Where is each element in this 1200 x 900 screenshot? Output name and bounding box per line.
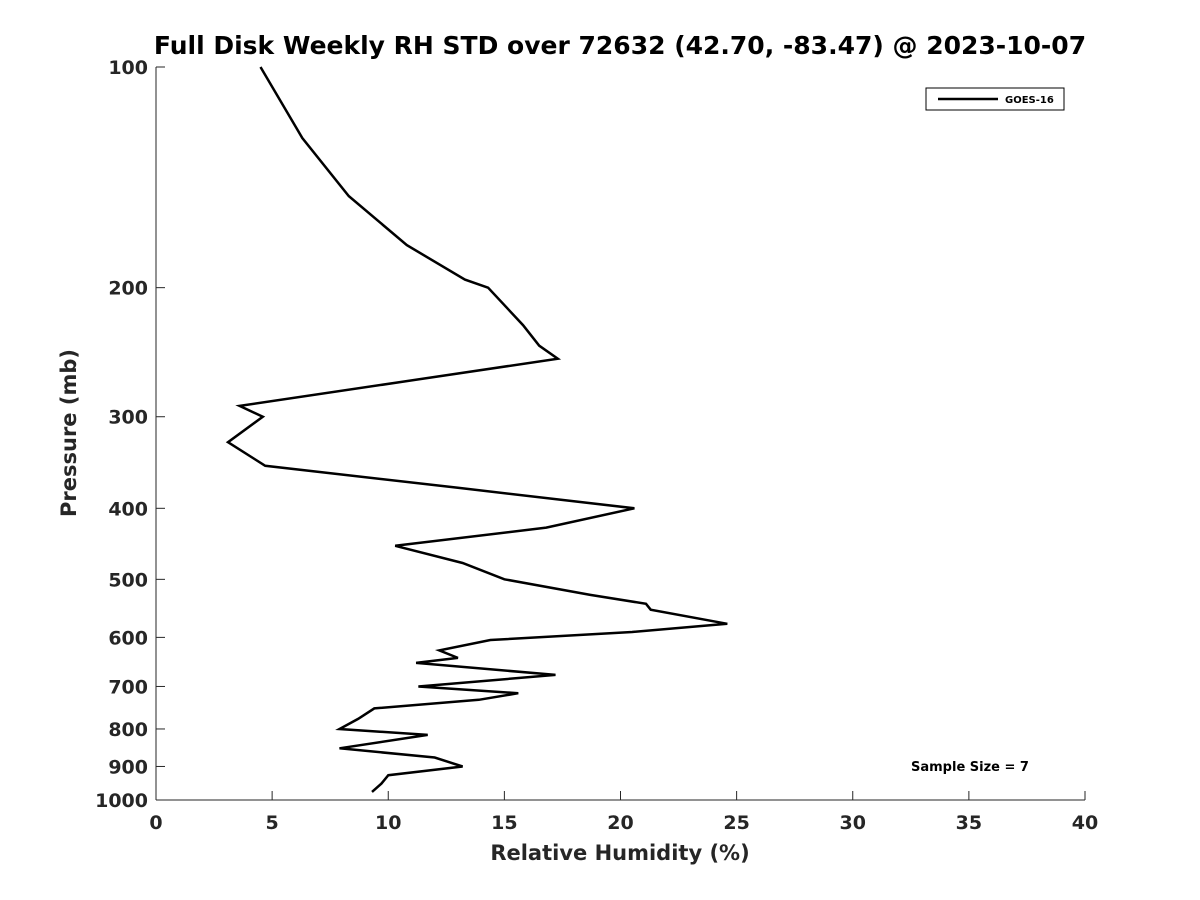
x-axis-ticks: 0 5 10 15 20 25 30 35 40 <box>149 791 1098 834</box>
sample-size-annotation: Sample Size = 7 <box>911 760 1029 775</box>
chart-title: Full Disk Weekly RH STD over 72632 (42.7… <box>154 31 1086 60</box>
y-tick-label: 400 <box>108 498 148 520</box>
y-tick-label: 700 <box>108 676 148 698</box>
x-tick-label: 40 <box>1072 812 1098 834</box>
legend-label-goes16: GOES-16 <box>1005 95 1054 106</box>
x-tick-label: 0 <box>149 812 162 834</box>
x-tick-label: 25 <box>723 812 749 834</box>
y-tick-label: 600 <box>108 627 148 649</box>
x-axis-label: Relative Humidity (%) <box>490 841 749 865</box>
y-tick-label: 900 <box>108 756 148 778</box>
y-tick-label: 100 <box>108 57 148 79</box>
legend: GOES-16 <box>925 87 1065 111</box>
y-axis-ticks: 100 200 300 400 500 600 700 800 900 1000 <box>95 57 165 812</box>
x-tick-label: 10 <box>375 812 401 834</box>
y-tick-label: 800 <box>108 719 148 741</box>
y-axis-label: Pressure (mb) <box>57 349 81 517</box>
plot-area <box>156 67 1085 800</box>
x-tick-label: 35 <box>956 812 982 834</box>
x-tick-label: 5 <box>266 812 279 834</box>
y-tick-label: 1000 <box>95 790 148 812</box>
x-tick-label: 15 <box>491 812 517 834</box>
x-tick-label: 30 <box>840 812 866 834</box>
x-tick-label: 20 <box>607 812 633 834</box>
series-line-goes16 <box>225 66 728 793</box>
y-tick-label: 300 <box>108 407 148 429</box>
y-tick-label: 500 <box>108 569 148 591</box>
y-tick-label: 200 <box>108 278 148 300</box>
